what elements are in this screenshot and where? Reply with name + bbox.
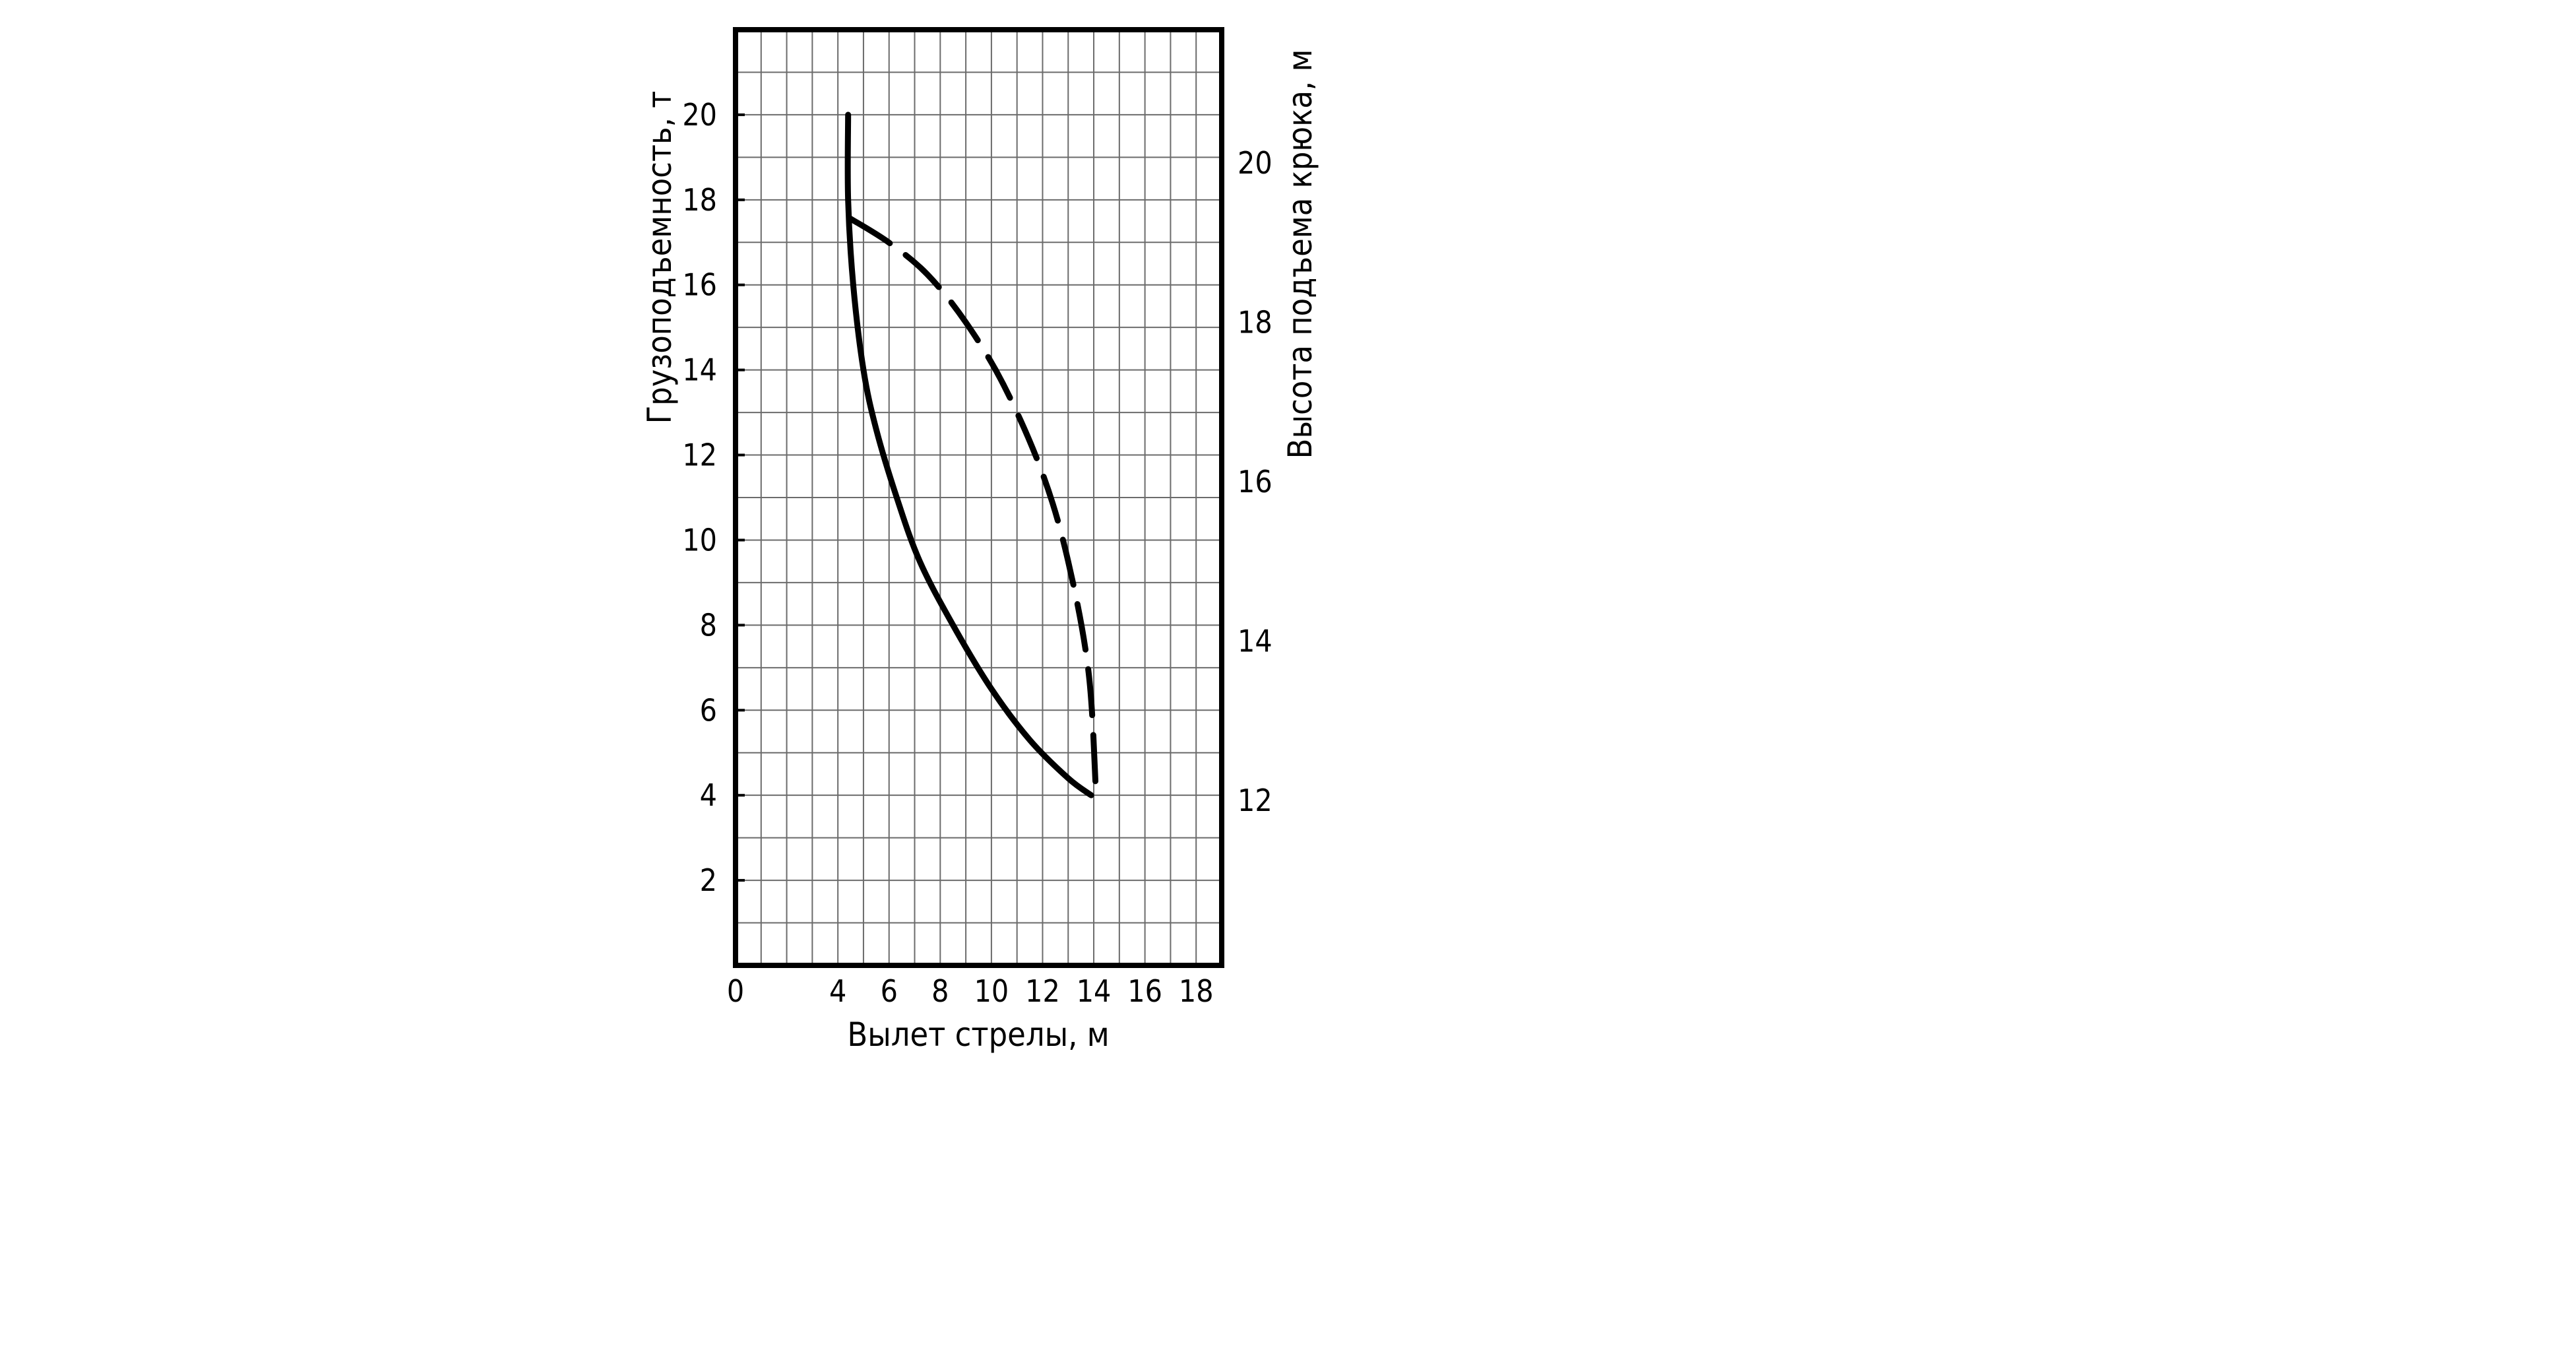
y2-tick-label: 14	[1238, 624, 1272, 659]
x-tick-label: 10	[974, 973, 1009, 1009]
load-capacity-curve	[844, 112, 1094, 798]
hook-height-curve	[848, 216, 1100, 804]
y-tick-label: 20	[682, 97, 717, 133]
y2-axis-title: Высота подъема крюка, м	[1281, 49, 1319, 459]
x-tick-label: 4	[829, 973, 846, 1009]
y2-tick-label: 12	[1238, 783, 1272, 818]
y-tick-label: 6	[700, 692, 717, 728]
y-tick-labels: 2 4 6 8 10 12 14 16 18 20	[682, 97, 745, 898]
grid	[736, 30, 1222, 965]
x-tick-label: 18	[1179, 973, 1214, 1009]
y-tick-label: 12	[682, 437, 717, 473]
x-tick-label: 6	[881, 973, 898, 1009]
x-tick-label: 14	[1077, 973, 1112, 1009]
y-tick-label: 10	[682, 522, 717, 558]
plot-frame	[733, 27, 1224, 968]
y-axis-title: Грузоподъемность, т	[641, 91, 679, 424]
y-tick-label: 8	[700, 607, 717, 643]
y-tick-label: 18	[682, 182, 717, 218]
y-tick-label: 2	[700, 862, 717, 898]
y-tick-label: 4	[700, 777, 717, 813]
x-tick-label: 0	[727, 973, 744, 1009]
x-tick-label: 8	[931, 973, 949, 1009]
series-layer	[844, 112, 1100, 804]
x-axis-title: Вылет стрелы, м	[847, 1016, 1109, 1054]
y-tick-label: 16	[682, 267, 717, 303]
x-tick-labels: 0 4 6 8 10 12 14 16 18	[727, 973, 1214, 1009]
y2-tick-label: 16	[1238, 464, 1272, 500]
y2-tick-labels: 12 14 16 18 20	[1238, 145, 1272, 818]
y-tick-label: 14	[682, 352, 717, 388]
x-tick-label: 12	[1025, 973, 1060, 1009]
y2-tick-label: 20	[1238, 145, 1272, 181]
y2-tick-label: 18	[1238, 305, 1272, 340]
x-tick-label: 16	[1127, 973, 1162, 1009]
